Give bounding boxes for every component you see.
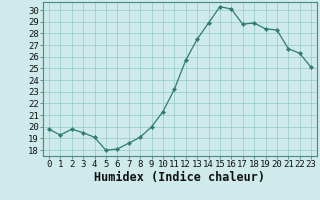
- X-axis label: Humidex (Indice chaleur): Humidex (Indice chaleur): [94, 171, 266, 184]
